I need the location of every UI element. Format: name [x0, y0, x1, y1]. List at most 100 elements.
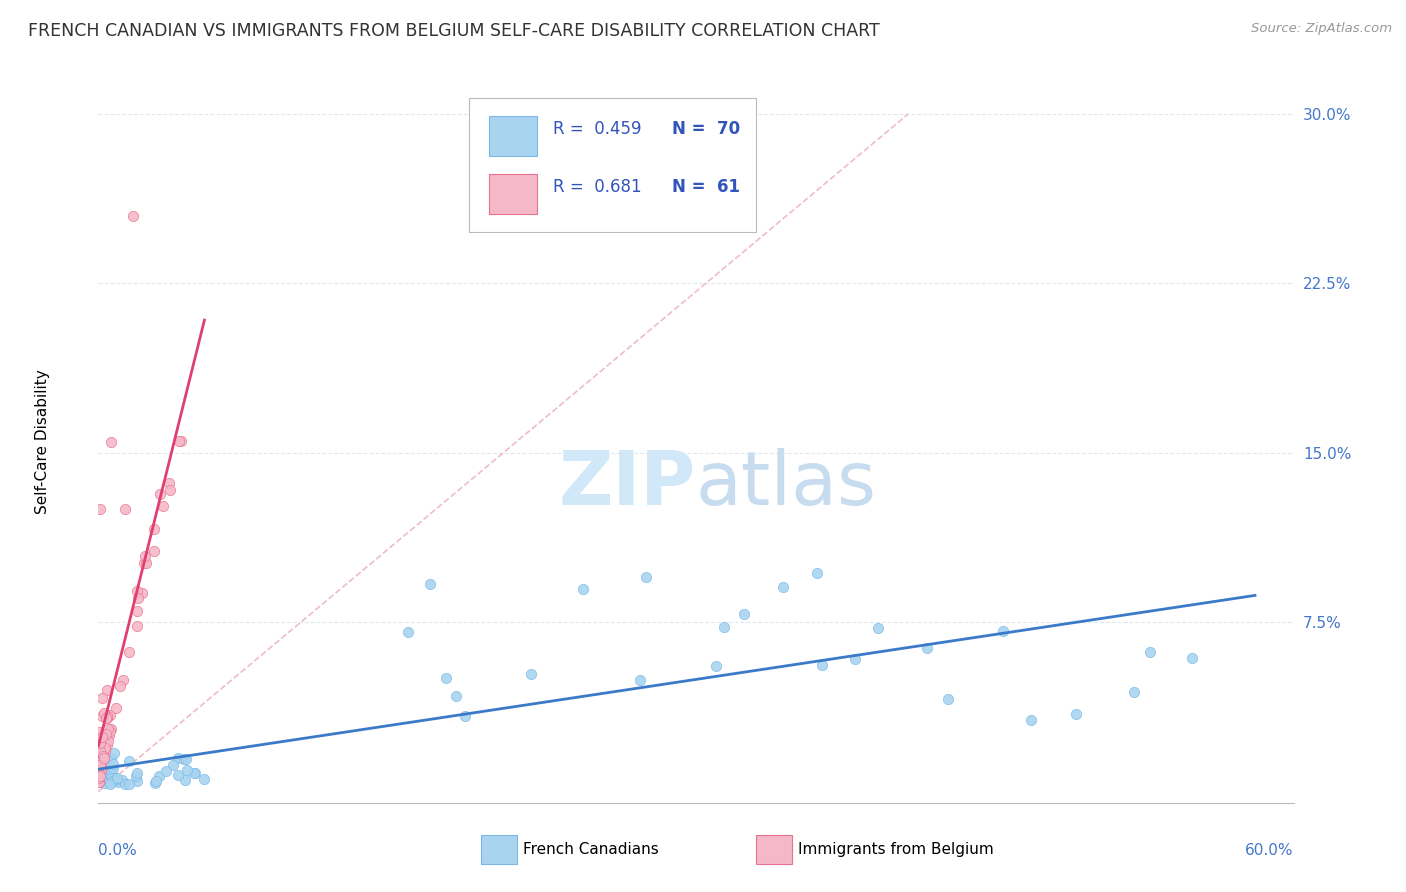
Point [100, 775, 122, 789]
Point [444, 689, 467, 703]
Point [811, 657, 834, 672]
Point [105, 701, 128, 715]
Point [125, 619, 148, 633]
Point [98, 724, 121, 739]
Point [98, 762, 121, 776]
Point [103, 746, 125, 760]
Point [167, 767, 190, 781]
Point [936, 692, 959, 706]
Point [844, 652, 866, 666]
Text: atlas: atlas [696, 449, 877, 522]
Point [155, 764, 177, 779]
Point [134, 549, 156, 563]
Point [157, 476, 180, 491]
Point [176, 764, 198, 778]
Point [90, 759, 112, 773]
Point [96, 683, 118, 698]
Text: FRENCH CANADIAN VS IMMIGRANTS FROM BELGIUM SELF-CARE DISABILITY CORRELATION CHAR: FRENCH CANADIAN VS IMMIGRANTS FROM BELGI… [28, 22, 880, 40]
Text: R =  0.459: R = 0.459 [553, 120, 641, 138]
Point [114, 502, 136, 516]
FancyBboxPatch shape [489, 174, 537, 214]
Point [89, 736, 111, 750]
Point [94, 776, 117, 790]
Text: N =  70: N = 70 [672, 120, 740, 138]
Point [396, 625, 419, 640]
Point [127, 583, 149, 598]
Point [733, 607, 755, 622]
Point [114, 777, 136, 791]
Text: 60.0%: 60.0% [1246, 843, 1294, 857]
Point [98, 708, 121, 723]
Point [174, 773, 197, 788]
Point [132, 556, 155, 570]
Point [866, 621, 889, 635]
Point [118, 754, 141, 768]
Point [91, 690, 114, 705]
Text: Source: ZipAtlas.com: Source: ZipAtlas.com [1251, 22, 1392, 36]
Point [93, 706, 115, 720]
Point [174, 752, 197, 766]
Point [100, 751, 122, 765]
Point [572, 582, 595, 596]
Point [90, 763, 112, 777]
Point [103, 773, 125, 788]
Point [101, 761, 124, 775]
Point [91, 772, 114, 787]
Text: R =  0.681: R = 0.681 [553, 178, 641, 196]
Point [434, 671, 457, 685]
Point [991, 624, 1014, 639]
Point [419, 577, 441, 591]
Point [1123, 685, 1146, 699]
Point [111, 772, 134, 787]
Point [94, 726, 117, 740]
Point [100, 434, 122, 449]
Text: French Canadians: French Canadians [523, 842, 658, 857]
Point [110, 679, 132, 693]
Point [806, 566, 828, 580]
Point [143, 544, 166, 558]
Point [89, 753, 111, 767]
Point [173, 752, 195, 766]
Point [97, 723, 120, 737]
Point [89, 769, 111, 783]
Text: ZIP: ZIP [558, 449, 696, 522]
Point [107, 774, 129, 789]
Point [94, 744, 117, 758]
Point [125, 774, 148, 789]
Point [91, 731, 114, 745]
Point [127, 591, 149, 605]
Point [96, 739, 118, 753]
Point [628, 673, 651, 687]
Point [145, 774, 167, 789]
Point [125, 769, 148, 783]
Point [100, 777, 122, 791]
Point [100, 722, 122, 736]
Point [91, 709, 114, 723]
Point [100, 760, 122, 774]
Point [101, 756, 124, 771]
Text: Immigrants from Belgium: Immigrants from Belgium [797, 842, 993, 857]
Point [142, 522, 165, 536]
Point [87, 766, 110, 780]
Point [87, 771, 110, 785]
Point [169, 434, 191, 449]
Point [90, 733, 112, 747]
Point [96, 711, 118, 725]
Point [125, 766, 148, 780]
Point [97, 734, 120, 748]
Point [87, 774, 110, 789]
Point [148, 769, 170, 783]
Point [97, 775, 120, 789]
Text: N =  61: N = 61 [672, 178, 740, 196]
Point [152, 499, 174, 513]
Point [1139, 645, 1161, 659]
Point [103, 770, 125, 784]
Point [91, 745, 114, 759]
Point [704, 659, 727, 673]
FancyBboxPatch shape [481, 835, 517, 864]
Point [1066, 706, 1088, 721]
Point [97, 770, 120, 784]
Point [94, 756, 117, 771]
Point [193, 772, 215, 787]
Point [118, 777, 141, 791]
